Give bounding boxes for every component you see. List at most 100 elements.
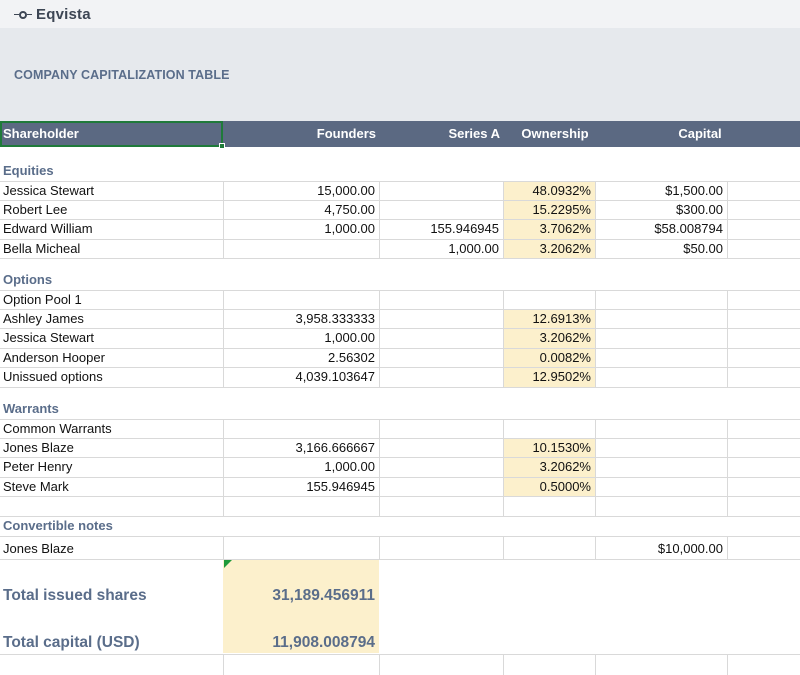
grid-line bbox=[223, 348, 224, 367]
cell-capital[interactable] bbox=[595, 478, 727, 497]
cell-capital[interactable]: $300.00 bbox=[676, 201, 723, 217]
column-header-capital[interactable]: Capital bbox=[678, 126, 722, 141]
cell-founders[interactable]: 15,000.00 bbox=[317, 183, 375, 198]
cell-name[interactable]: Bella Micheal bbox=[3, 240, 81, 256]
cell-pad[interactable] bbox=[727, 182, 800, 200]
cell-name[interactable]: Jones Blaze bbox=[3, 541, 74, 556]
cell-capital[interactable]: $10,000.00 bbox=[657, 541, 723, 556]
cell-name[interactable]: Common Warrants bbox=[3, 421, 112, 436]
cell-capital[interactable] bbox=[595, 291, 727, 309]
cell-capital[interactable]: $58.008794 bbox=[654, 221, 723, 236]
cell-ownership[interactable]: 12.9502% bbox=[503, 368, 595, 387]
cell-name[interactable]: Robert Lee bbox=[3, 201, 68, 217]
grid-line bbox=[595, 329, 596, 348]
cell-pad[interactable] bbox=[727, 478, 800, 497]
cell-pad[interactable] bbox=[727, 201, 800, 220]
cell-capital[interactable] bbox=[595, 329, 727, 348]
cell-ownership[interactable]: 3.7062% bbox=[503, 220, 595, 239]
cell-pad[interactable] bbox=[727, 420, 800, 438]
cell-pad[interactable] bbox=[727, 220, 800, 239]
grid-line bbox=[223, 200, 224, 219]
grid-line bbox=[595, 438, 596, 457]
cell-name[interactable]: Ashley James bbox=[3, 310, 84, 326]
total-issued-shares-value[interactable]: 31,189.456911 bbox=[272, 587, 375, 604]
cell-capital[interactable] bbox=[595, 439, 727, 458]
cell-name[interactable]: Unissued options bbox=[3, 369, 103, 384]
fill-handle[interactable] bbox=[219, 143, 225, 149]
cell-pad[interactable] bbox=[727, 368, 800, 387]
cell-ownership[interactable]: 15.2295% bbox=[503, 200, 595, 219]
cell-founders[interactable] bbox=[223, 537, 379, 559]
cell-ownership[interactable]: 48.0932% bbox=[503, 182, 595, 200]
cell-capital[interactable]: $1,500.00 bbox=[665, 183, 723, 198]
cell-pad[interactable] bbox=[727, 349, 800, 368]
cell-series-a[interactable] bbox=[379, 537, 503, 559]
cell-name[interactable]: Jones Blaze bbox=[3, 439, 74, 455]
cell-series-a[interactable] bbox=[379, 349, 503, 368]
cell-ownership[interactable]: 0.5000% bbox=[503, 477, 595, 496]
cell-pad[interactable] bbox=[727, 240, 800, 259]
cell-founders[interactable]: 4,750.00 bbox=[324, 201, 375, 217]
cell-capital[interactable] bbox=[595, 310, 727, 329]
cell-series-a[interactable] bbox=[379, 329, 503, 348]
cell-pad[interactable] bbox=[727, 537, 800, 559]
cell-series-a[interactable] bbox=[379, 420, 503, 438]
cell-founders[interactable]: 1,000.00 bbox=[324, 330, 375, 345]
cell-founders[interactable] bbox=[223, 291, 379, 309]
cell-founders[interactable]: 1,000.00 bbox=[324, 221, 375, 236]
cell-pad[interactable] bbox=[727, 329, 800, 348]
cell-founders[interactable]: 155.946945 bbox=[306, 478, 375, 494]
cell-capital[interactable]: $50.00 bbox=[683, 240, 723, 256]
cell-founders[interactable]: 3,958.333333 bbox=[295, 310, 375, 326]
grid-line bbox=[595, 458, 596, 477]
cell-pad[interactable] bbox=[727, 310, 800, 329]
cell-series-a[interactable] bbox=[379, 182, 503, 200]
column-header-ownership[interactable]: Ownership bbox=[521, 126, 589, 141]
cell-ownership[interactable]: 0.0082% bbox=[503, 348, 595, 367]
cell-pad[interactable] bbox=[727, 291, 800, 309]
cell-capital[interactable] bbox=[595, 420, 727, 438]
cell-ownership[interactable] bbox=[503, 291, 595, 309]
cell-founders[interactable]: 4,039.103647 bbox=[295, 369, 375, 384]
cell-name[interactable]: Steve Mark bbox=[3, 478, 69, 494]
cell-name[interactable]: Anderson Hooper bbox=[3, 349, 105, 365]
cell-capital[interactable] bbox=[595, 368, 727, 387]
cell-series-a[interactable] bbox=[379, 478, 503, 497]
cell-capital[interactable] bbox=[595, 349, 727, 368]
cell-series-a[interactable] bbox=[379, 291, 503, 309]
cell-series-a[interactable] bbox=[379, 439, 503, 458]
cell-ownership[interactable]: 3.2062% bbox=[503, 239, 595, 258]
cell-name[interactable]: Jessica Stewart bbox=[3, 330, 95, 345]
cell-pad[interactable] bbox=[727, 439, 800, 458]
cell-name[interactable]: Option Pool 1 bbox=[3, 292, 82, 307]
column-header-series-a[interactable]: Series A bbox=[448, 126, 500, 141]
cell-capital[interactable] bbox=[595, 458, 727, 477]
total-capital-value[interactable]: 11,908.008794 bbox=[272, 634, 375, 651]
section-label-equities: Equities bbox=[0, 161, 800, 181]
cell-series-a[interactable] bbox=[379, 201, 503, 220]
cell-name[interactable]: Edward William bbox=[3, 221, 93, 236]
cell-series-a[interactable] bbox=[379, 310, 503, 329]
table-row: Anderson Hooper 2.56302 0.0082% bbox=[0, 348, 800, 368]
cell-ownership[interactable] bbox=[503, 537, 595, 559]
cell-series-a[interactable] bbox=[379, 458, 503, 477]
cell-name[interactable]: Jessica Stewart bbox=[3, 183, 95, 198]
cell-series-a[interactable]: 1,000.00 bbox=[448, 240, 499, 256]
cell-founders[interactable]: 3,166.666667 bbox=[295, 439, 375, 455]
grid-line bbox=[503, 200, 504, 219]
cell-founders[interactable]: 2.56302 bbox=[328, 349, 375, 365]
cell-ownership[interactable]: 12.6913% bbox=[503, 309, 595, 328]
cell-founders[interactable]: 1,000.00 bbox=[324, 459, 375, 474]
cell-founders[interactable] bbox=[223, 420, 379, 438]
cell-ownership[interactable]: 10.1530% bbox=[503, 438, 595, 457]
cell-ownership[interactable]: 3.2062% bbox=[503, 329, 595, 348]
cell-pad[interactable] bbox=[727, 458, 800, 477]
cell-series-a[interactable]: 155.946945 bbox=[430, 221, 499, 236]
column-header-founders[interactable]: Founders bbox=[316, 126, 376, 141]
cell-founders[interactable] bbox=[223, 240, 379, 259]
cell-ownership[interactable] bbox=[503, 420, 595, 438]
cell-series-a[interactable] bbox=[379, 368, 503, 387]
cell-name[interactable]: Peter Henry bbox=[3, 459, 73, 474]
column-header-shareholder[interactable]: Shareholder bbox=[3, 126, 79, 141]
cell-ownership[interactable]: 3.2062% bbox=[503, 458, 595, 477]
